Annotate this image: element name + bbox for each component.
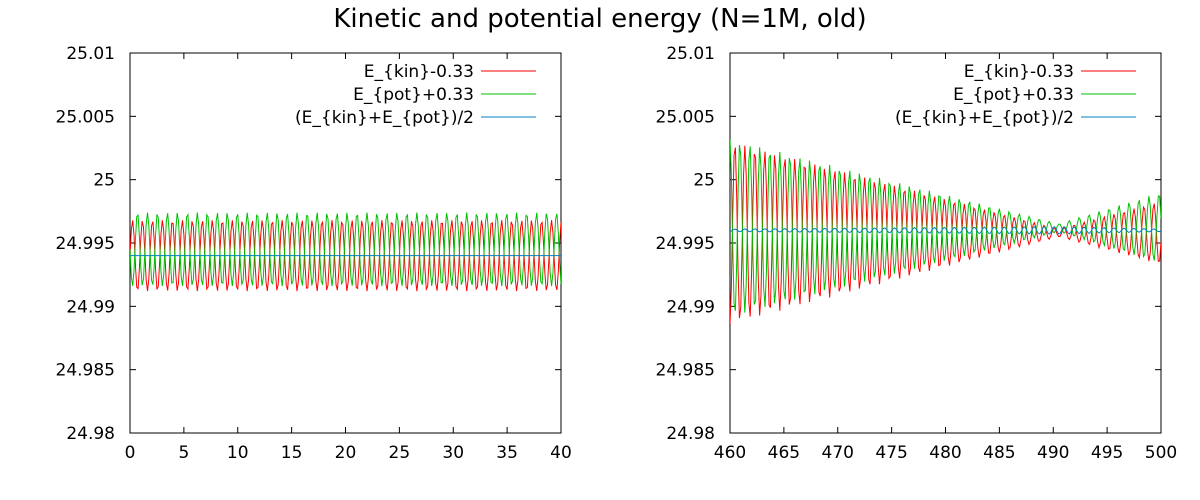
y-tick-label: 24.985: [56, 361, 115, 381]
y-tick-label: 25: [693, 171, 715, 191]
x-tick-label: 470: [822, 443, 854, 463]
x-tick-label: 465: [768, 443, 800, 463]
y-tick-label: 24.98: [66, 424, 115, 444]
y-tick-label: 25.01: [666, 44, 715, 64]
x-tick-label: 5: [178, 443, 189, 463]
x-tick-label: 15: [281, 443, 303, 463]
series-line-2: [730, 226, 1161, 235]
legend-label: E_{kin}-0.33: [964, 62, 1074, 82]
left-panel: 0 5 10 15 20 25 30 35 40 24.98 24.985 24.99 24.995 25…: [56, 44, 572, 463]
y-tick-label: 25: [93, 171, 115, 191]
legend-label: E_{pot}+0.33: [953, 85, 1074, 105]
x-tick-label: 480: [929, 443, 961, 463]
right-panel: 460 465 470 475 480 485 490 495 500 24.98 24.985 24…: [656, 44, 1178, 463]
x-tick-label: 10: [227, 443, 249, 463]
series-line-1: [730, 139, 1161, 313]
x-tick-label: 495: [1091, 443, 1123, 463]
y-tick-label: 24.995: [656, 234, 715, 254]
legend-label: E_{kin}-0.33: [364, 62, 474, 82]
x-tick-label: 485: [983, 443, 1015, 463]
x-tick-label: 500: [1145, 443, 1177, 463]
x-tick-label: 20: [335, 443, 357, 463]
legend-label: (E_{kin}+E_{pot})/2: [895, 108, 1074, 128]
x-tick-label: 30: [442, 443, 464, 463]
y-tick-label: 25.005: [656, 107, 715, 127]
series-line-0: [730, 145, 1161, 324]
x-tick-label: 35: [496, 443, 518, 463]
x-tick-label: 0: [125, 443, 136, 463]
x-tick-label: 490: [1037, 443, 1069, 463]
x-tick-label: 475: [875, 443, 907, 463]
legend-label: (E_{kin}+E_{pot})/2: [295, 108, 474, 128]
y-tick-label: 24.985: [656, 361, 715, 381]
series-line-1: [130, 212, 561, 287]
x-tick-label: 460: [714, 443, 746, 463]
y-tick-label: 24.995: [56, 234, 115, 254]
x-tick-label: 40: [550, 443, 572, 463]
x-tick-label: 25: [389, 443, 411, 463]
y-tick-label: 25.005: [56, 107, 115, 127]
y-tick-label: 25.01: [66, 44, 115, 64]
y-tick-label: 24.99: [66, 297, 115, 317]
y-tick-label: 24.99: [666, 297, 715, 317]
figure-title: Kinetic and potential energy (N=1M, old): [333, 4, 866, 34]
y-tick-label: 24.98: [666, 424, 715, 444]
legend-label: E_{pot}+0.33: [353, 85, 474, 105]
